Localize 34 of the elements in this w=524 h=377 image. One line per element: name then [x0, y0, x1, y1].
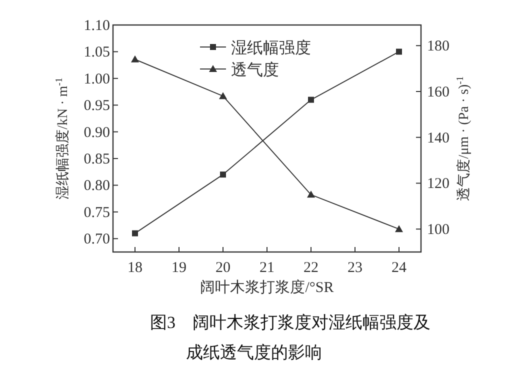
y-tick-label: 0.90	[84, 124, 110, 141]
caption: 图3 阔叶木浆打浆度对湿纸幅强度及	[150, 313, 430, 332]
x-axis-title: 阔叶木浆打浆度/°SR	[200, 279, 334, 296]
y-tick-label: 0.80	[84, 178, 110, 194]
point	[220, 172, 226, 178]
y2-tick-label: 140	[427, 130, 450, 146]
point	[131, 55, 139, 62]
x-tick-label: 24	[392, 260, 407, 276]
y2-tick-label: 100	[427, 222, 450, 238]
x-tick-label: 23	[348, 260, 362, 276]
y-tick-label: 1.10	[84, 18, 110, 34]
point	[395, 225, 403, 232]
legend-label: 湿纸幅强度	[231, 39, 311, 57]
x-tick-label: 22	[304, 260, 318, 276]
point	[132, 230, 138, 236]
x-tick-label: 21	[260, 260, 274, 276]
point	[396, 48, 402, 55]
y2-tick-label: 120	[427, 176, 450, 192]
legend-label: 透气度	[231, 61, 279, 79]
x-tick-label: 19	[172, 260, 186, 276]
y-tick-label: 1.05	[84, 44, 110, 61]
y2-tick-label: 160	[427, 84, 450, 100]
point	[307, 190, 315, 198]
point	[308, 96, 314, 103]
y-tick-label: 0.85	[84, 152, 110, 168]
y-tick-label: 1.00	[84, 71, 110, 88]
y2-tick-label: 180	[427, 38, 450, 55]
text: 成纸透气度的影响	[186, 343, 322, 362]
y-tick-label: 0.75	[84, 204, 110, 221]
point	[219, 92, 227, 100]
y-tick-label: 0.70	[84, 232, 110, 248]
y-tick-label: 0.95	[84, 98, 110, 114]
x-tick-label: 18	[128, 260, 142, 276]
x-tick-label: 20	[216, 260, 230, 276]
